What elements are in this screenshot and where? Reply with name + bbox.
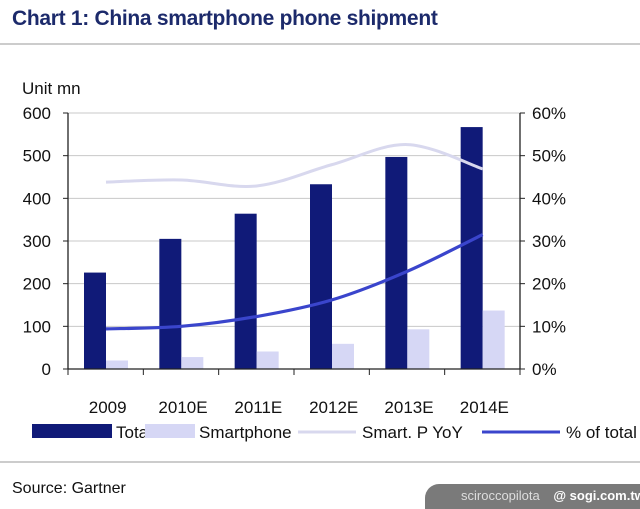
- bar-total-2012E: [310, 184, 332, 369]
- bar-total-2011E: [234, 213, 257, 369]
- line-pct-of-total: [105, 233, 484, 331]
- x-tick-label: 2013E: [384, 398, 433, 417]
- bar-total-2010E: [159, 238, 182, 369]
- bar-smartphone-2009: [106, 360, 128, 369]
- legend-swatch-total: [32, 424, 112, 438]
- y2-tick-label: 20%: [532, 275, 566, 294]
- y2-tick-label: 0%: [532, 360, 557, 379]
- y-tick-label: 100: [23, 317, 51, 336]
- x-tick-label: 2009: [89, 398, 127, 417]
- legend-label-pct: % of total: [566, 423, 637, 442]
- watermark: sciroccopilota @ sogi.com.tw: [425, 484, 640, 509]
- y-tick-label: 300: [23, 232, 51, 251]
- legend-label-smartphone: Smartphone: [199, 423, 292, 442]
- legend-label-yoy: Smart. P YoY: [362, 423, 463, 442]
- y2-tick-label: 60%: [532, 104, 566, 123]
- y-tick-label: 500: [23, 147, 51, 166]
- x-tick-label: 2014E: [460, 398, 509, 417]
- bar-smartphone-2012E: [332, 343, 354, 369]
- bar-total-2009: [84, 272, 106, 369]
- y-tick-label: 200: [23, 275, 51, 294]
- bar-total-2014E: [460, 127, 483, 369]
- watermark-user: sciroccopilota: [461, 488, 540, 503]
- line-smart-p-yoy: [105, 143, 484, 188]
- y-axis-label: Unit mn: [22, 79, 81, 98]
- bar-smartphone-2014E: [482, 310, 505, 369]
- y2-tick-label: 10%: [532, 317, 566, 336]
- legend-label-total: Total: [116, 423, 152, 442]
- bar-smartphone-2010E: [181, 357, 204, 369]
- watermark-site: @ sogi.com.tw: [553, 488, 640, 503]
- y-tick-label: 600: [23, 104, 51, 123]
- bar-total-2013E: [385, 156, 408, 369]
- source-note: Source: Gartner: [12, 480, 126, 497]
- y2-tick-label: 50%: [532, 147, 566, 166]
- bar-smartphone-2013E: [407, 329, 430, 369]
- y2-tick-label: 40%: [532, 189, 566, 208]
- bar-smartphone-2011E: [256, 351, 279, 369]
- chart-title: Chart 1: China smartphone phone shipment: [12, 7, 438, 30]
- x-tick-label: 2012E: [309, 398, 358, 417]
- y-tick-label: 400: [23, 189, 51, 208]
- x-tick-label: 2010E: [158, 398, 207, 417]
- legend-swatch-smartphone: [145, 424, 195, 438]
- y-tick-label: 0: [42, 360, 51, 379]
- x-tick-label: 2011E: [234, 398, 282, 417]
- y2-tick-label: 30%: [532, 232, 566, 251]
